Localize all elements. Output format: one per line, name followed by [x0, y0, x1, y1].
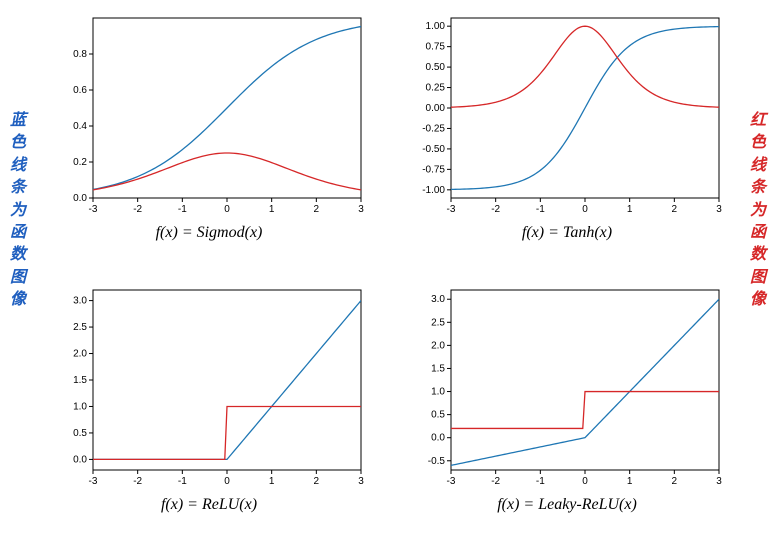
caption-leakyrelu: f(x) = Leaky-ReLU(x) — [497, 496, 637, 514]
svg-text:0.25: 0.25 — [426, 83, 446, 94]
svg-text:-0.50: -0.50 — [422, 144, 445, 155]
svg-text:0.0: 0.0 — [431, 432, 445, 443]
svg-text:-2: -2 — [491, 204, 500, 215]
svg-text:1: 1 — [269, 204, 275, 215]
svg-text:0.5: 0.5 — [73, 427, 87, 438]
svg-text:2: 2 — [672, 476, 678, 487]
panel-tanh: -3 -2 -1 0 1 2 3 -1.00 -0.75 -0.50 -0.25 0.00 0.25 0.… — [398, 10, 736, 272]
left-side-label: 蓝色线条为函数图像 — [6, 110, 30, 312]
svg-text:-1.00: -1.00 — [422, 185, 445, 196]
caption-tanh: f(x) = Tanh(x) — [522, 224, 612, 242]
svg-text:1.0: 1.0 — [431, 386, 445, 397]
chart-sigmoid: -3 -2 -1 0 1 2 3 0.0 0.2 0.4 0.6 0.8 — [49, 10, 369, 220]
svg-text:1.0: 1.0 — [73, 401, 87, 412]
svg-text:-1: -1 — [178, 204, 187, 215]
svg-text:0.8: 0.8 — [73, 49, 87, 60]
svg-text:0.0: 0.0 — [73, 193, 87, 204]
svg-text:-1: -1 — [536, 476, 545, 487]
chart-leakyrelu: -3 -2 -1 0 1 2 3 -0.5 0.0 0.5 1.0 1.5 2.0 2.5 3.0 — [407, 282, 727, 492]
svg-text:0: 0 — [224, 204, 230, 215]
svg-text:1.5: 1.5 — [431, 363, 445, 374]
svg-text:0: 0 — [582, 204, 588, 215]
figure-container: 蓝色线条为函数图像 红色线条为函数图像 -3 -2 -1 0 1 2 3 0.0 0.2 0.4 0… — [0, 0, 776, 553]
svg-text:0.5: 0.5 — [431, 409, 445, 420]
svg-text:3.0: 3.0 — [73, 295, 87, 306]
svg-text:3: 3 — [716, 476, 722, 487]
svg-text:-3: -3 — [89, 476, 98, 487]
svg-text:2.5: 2.5 — [431, 317, 445, 328]
svg-text:1: 1 — [627, 204, 633, 215]
svg-text:0.6: 0.6 — [73, 85, 87, 96]
svg-text:-3: -3 — [89, 204, 98, 215]
svg-text:0.50: 0.50 — [426, 62, 446, 73]
svg-text:2: 2 — [314, 476, 320, 487]
svg-text:1.00: 1.00 — [426, 21, 446, 32]
svg-text:0.75: 0.75 — [426, 42, 446, 53]
svg-text:-2: -2 — [491, 476, 500, 487]
svg-text:-1: -1 — [536, 204, 545, 215]
svg-text:0.4: 0.4 — [73, 121, 87, 132]
svg-text:0.0: 0.0 — [73, 454, 87, 465]
right-side-label: 红色线条为函数图像 — [746, 110, 770, 312]
svg-text:-2: -2 — [133, 476, 142, 487]
caption-relu: f(x) = ReLU(x) — [161, 496, 257, 514]
svg-text:0: 0 — [582, 476, 588, 487]
svg-text:-3: -3 — [447, 476, 456, 487]
svg-text:0.2: 0.2 — [73, 157, 87, 168]
svg-text:2.0: 2.0 — [431, 340, 445, 351]
svg-text:-1: -1 — [178, 476, 187, 487]
svg-text:1: 1 — [627, 476, 633, 487]
svg-text:3: 3 — [358, 476, 364, 487]
svg-text:0: 0 — [224, 476, 230, 487]
svg-text:-0.75: -0.75 — [422, 164, 445, 175]
svg-text:3: 3 — [358, 204, 364, 215]
panel-sigmoid: -3 -2 -1 0 1 2 3 0.0 0.2 0.4 0.6 0.8 f(x) = Sigmod(… — [40, 10, 378, 272]
svg-text:-2: -2 — [133, 204, 142, 215]
chart-tanh: -3 -2 -1 0 1 2 3 -1.00 -0.75 -0.50 -0.25 0.00 0.25 0.… — [407, 10, 727, 220]
svg-text:0.00: 0.00 — [426, 103, 446, 114]
svg-text:2.0: 2.0 — [73, 348, 87, 359]
panel-grid: -3 -2 -1 0 1 2 3 0.0 0.2 0.4 0.6 0.8 f(x) = Sigmod(… — [40, 0, 736, 553]
caption-sigmoid: f(x) = Sigmod(x) — [156, 224, 263, 242]
svg-text:1.5: 1.5 — [73, 375, 87, 386]
svg-text:-0.5: -0.5 — [428, 455, 446, 466]
svg-text:-0.25: -0.25 — [422, 123, 445, 134]
svg-text:2: 2 — [314, 204, 320, 215]
svg-text:3.0: 3.0 — [431, 294, 445, 305]
svg-text:3: 3 — [716, 204, 722, 215]
panel-relu: -3 -2 -1 0 1 2 3 0.0 0.5 1.0 1.5 2.0 2.5 3.0 f(x) = R… — [40, 282, 378, 544]
svg-text:-3: -3 — [447, 204, 456, 215]
svg-text:2: 2 — [672, 204, 678, 215]
panel-leakyrelu: -3 -2 -1 0 1 2 3 -0.5 0.0 0.5 1.0 1.5 2.0 2.5 3.0 f(x)… — [398, 282, 736, 544]
svg-text:1: 1 — [269, 476, 275, 487]
chart-relu: -3 -2 -1 0 1 2 3 0.0 0.5 1.0 1.5 2.0 2.5 3.0 — [49, 282, 369, 492]
svg-text:2.5: 2.5 — [73, 322, 87, 333]
